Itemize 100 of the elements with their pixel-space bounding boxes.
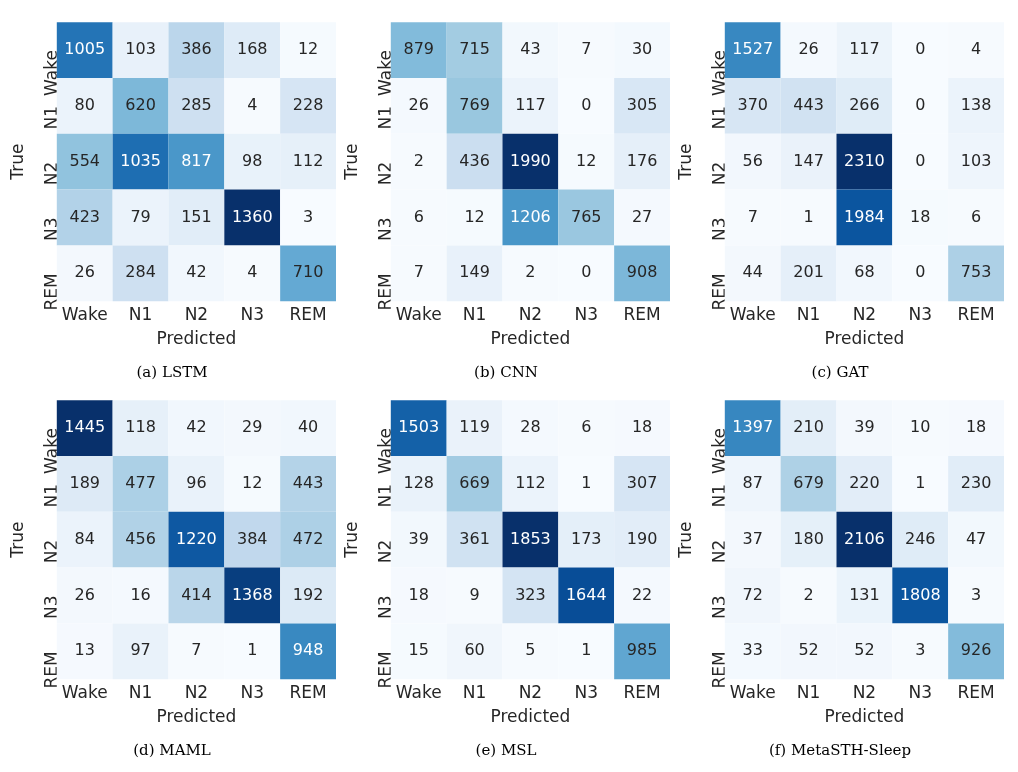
data-label: 52 [798, 640, 819, 660]
data-label: 190 [626, 528, 658, 548]
data-label: 307 [626, 473, 658, 493]
data-label: 60 [464, 640, 485, 660]
data-label: 1360 [231, 206, 273, 226]
text: (c) GAT [811, 362, 869, 381]
x-tick-label: N1 [128, 303, 153, 324]
data-label: 27 [631, 206, 653, 226]
y-tick-label: N3 [375, 217, 396, 242]
y-tick-label: N1 [41, 483, 62, 508]
data-label: 305 [626, 95, 658, 115]
x-tick-label: N3 [908, 681, 933, 702]
data-label: 173 [570, 528, 602, 548]
data-label: 0 [581, 262, 592, 282]
x-tick-label: N3 [240, 303, 265, 324]
data-label: 18 [408, 584, 429, 604]
data-label: 18 [631, 417, 653, 437]
data-label: 2 [525, 262, 536, 282]
data-label: 119 [459, 417, 490, 437]
data-label: 1368 [231, 584, 273, 604]
data-label: 4 [970, 39, 982, 59]
data-label: 361 [459, 528, 490, 548]
x-tick-label: Wake [61, 303, 108, 324]
y-tick-label: N1 [709, 483, 730, 508]
data-label: 68 [854, 262, 875, 282]
x-tick-label: Wake [729, 681, 776, 702]
x-tick-label: N2 [184, 303, 209, 324]
data-label: 84 [74, 528, 95, 548]
data-label: 180 [793, 528, 824, 548]
data-label: 765 [570, 206, 602, 226]
data-label: 103 [960, 150, 992, 170]
x-tick-label: N3 [574, 303, 599, 324]
y-tick-label: N1 [709, 105, 730, 130]
data-label: 3 [915, 640, 926, 660]
y-tick-label: N3 [41, 217, 62, 242]
data-label: 103 [125, 39, 156, 59]
x-tick-label: Wake [395, 681, 442, 702]
y-axis-title: True [674, 521, 695, 559]
data-label: 40 [297, 417, 319, 437]
data-label: 52 [854, 640, 875, 660]
data-label: 1503 [398, 417, 440, 437]
x-tick-label: Wake [729, 303, 776, 324]
x-tick-label: N2 [518, 681, 543, 702]
data-label: 26 [74, 584, 95, 604]
y-tick-label: N3 [709, 217, 730, 242]
data-label: 112 [515, 473, 546, 493]
data-label: 12 [242, 473, 263, 493]
y-axis-title: True [674, 143, 695, 181]
data-label: 39 [408, 528, 429, 548]
data-label: 138 [960, 95, 992, 115]
x-tick-label: Wake [61, 681, 108, 702]
y-tick-label: N2 [375, 161, 396, 186]
data-label: 147 [793, 150, 824, 170]
data-label: 6 [581, 417, 592, 437]
data-label: 472 [292, 528, 324, 548]
data-label: 26 [798, 39, 819, 59]
x-tick-label: REM [623, 303, 661, 324]
data-label: 12 [576, 150, 597, 170]
data-label: 6 [413, 206, 424, 226]
text: (f) MetaSTH-Sleep [768, 740, 912, 759]
text: (e) MSL [475, 740, 537, 759]
data-label: 323 [515, 584, 546, 604]
data-label: 2 [413, 150, 424, 170]
data-label: 98 [242, 150, 263, 170]
data-label: 96 [186, 473, 207, 493]
x-tick-label: N3 [908, 303, 933, 324]
data-label: 985 [626, 640, 658, 660]
data-label: 149 [459, 262, 490, 282]
y-tick-label: N2 [375, 539, 396, 564]
data-label: 443 [292, 473, 324, 493]
data-label: 414 [181, 584, 212, 604]
data-label: 1220 [176, 528, 217, 548]
data-label: 37 [742, 528, 763, 548]
data-label: 44 [742, 262, 763, 282]
data-label: 4 [247, 262, 258, 282]
data-label: 192 [292, 584, 324, 604]
y-tick-label: N2 [709, 539, 730, 564]
data-label: 7 [413, 262, 424, 282]
y-tick-label: Wake [41, 50, 62, 96]
data-label: 1 [581, 473, 592, 493]
y-tick-label: Wake [709, 50, 730, 96]
data-label: 284 [125, 262, 156, 282]
data-label: 42 [186, 417, 207, 437]
data-label: 151 [181, 206, 212, 226]
data-label: 1853 [510, 528, 551, 548]
y-tick-label: N2 [709, 161, 730, 186]
data-label: 0 [915, 39, 926, 59]
data-label: 47 [965, 528, 987, 548]
data-label: 12 [297, 39, 319, 59]
y-tick-label: N3 [41, 595, 62, 620]
y-axis-title: True [340, 143, 361, 181]
data-label: 1527 [732, 39, 774, 59]
data-label: 131 [849, 584, 880, 604]
data-label: 15 [408, 640, 429, 660]
data-label: 7 [581, 39, 592, 59]
x-tick-label: REM [289, 681, 327, 702]
data-label: 443 [793, 95, 824, 115]
data-label: 817 [181, 150, 212, 170]
x-axis-title: Predicted [824, 706, 905, 727]
y-tick-label: Wake [41, 428, 62, 474]
